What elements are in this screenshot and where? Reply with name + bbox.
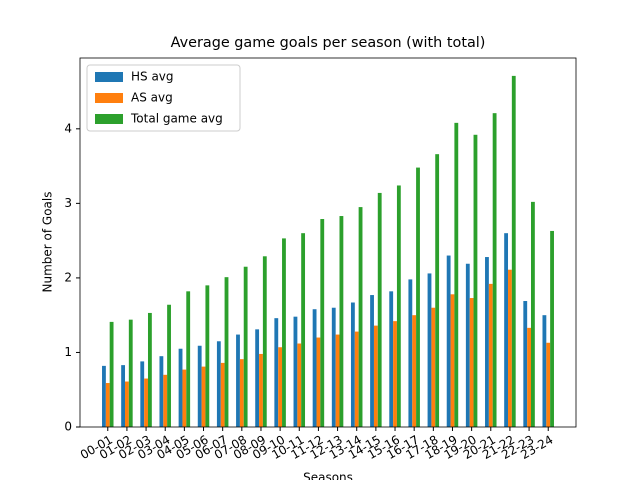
- bar: [331, 307, 336, 427]
- bar: [542, 315, 547, 427]
- bar: [147, 312, 152, 427]
- x-axis-label: Seasons: [303, 471, 353, 480]
- bar: [259, 353, 263, 427]
- bar: [297, 343, 302, 427]
- bar: [105, 383, 110, 427]
- bar: [530, 201, 535, 427]
- bar: [488, 283, 493, 427]
- bar: [485, 257, 489, 427]
- bar: [312, 309, 317, 427]
- bar: [243, 266, 248, 427]
- legend-label: Total game avg: [130, 112, 223, 126]
- legend-swatch: [95, 114, 123, 124]
- bar: [293, 316, 298, 427]
- bar: [377, 192, 382, 427]
- bar: [182, 369, 187, 427]
- bar: [412, 315, 417, 427]
- bar: [140, 361, 145, 427]
- bar: [128, 319, 133, 427]
- bar: [492, 113, 497, 427]
- bar: [465, 263, 470, 427]
- bar: [301, 233, 306, 427]
- y-axis-label: Number of Goals: [41, 192, 55, 293]
- y-tick-label: 1: [64, 345, 72, 359]
- bar: [197, 345, 202, 427]
- bar: [427, 273, 432, 427]
- bar: [144, 378, 148, 427]
- bar: [121, 365, 126, 427]
- bar: [550, 230, 554, 427]
- bar: [373, 325, 378, 427]
- y-tick-label: 0: [64, 420, 72, 434]
- plot-frame: [79, 57, 577, 428]
- bar: [178, 348, 183, 427]
- bar: [389, 291, 394, 427]
- bar: [511, 75, 516, 428]
- bar: [262, 256, 267, 427]
- bar: [370, 295, 374, 427]
- bar: [109, 321, 114, 427]
- bar: [102, 365, 106, 427]
- bar: [282, 238, 286, 427]
- bar: [278, 347, 283, 427]
- bar: [167, 304, 171, 427]
- bar: [396, 185, 401, 427]
- bar: [527, 327, 531, 427]
- bar: [216, 341, 221, 427]
- bar: [220, 362, 225, 427]
- bar: [236, 334, 240, 427]
- bar: [335, 334, 340, 427]
- legend-label: HS avg: [131, 70, 174, 84]
- bar: [205, 285, 210, 427]
- bar: [523, 301, 528, 427]
- bar: [416, 167, 420, 427]
- bar: [358, 207, 363, 427]
- bar: [504, 233, 509, 427]
- y-tick-label: 4: [64, 121, 72, 135]
- bar: [159, 356, 164, 427]
- bar: [339, 216, 344, 427]
- bar: [454, 122, 459, 427]
- bar: [186, 291, 191, 427]
- bar: [320, 219, 325, 427]
- bar: [435, 154, 440, 427]
- bar: [201, 366, 206, 427]
- legend-box: [86, 64, 241, 132]
- legend-swatch: [95, 72, 123, 82]
- bar: [224, 277, 229, 427]
- bar: [163, 374, 168, 427]
- bar: [431, 307, 436, 427]
- bar: [239, 359, 244, 427]
- bar: [393, 321, 397, 427]
- y-tick-label: 3: [64, 196, 72, 210]
- bar: [255, 329, 260, 427]
- bar: [508, 269, 512, 427]
- bar: [469, 298, 474, 427]
- bar: [316, 337, 321, 427]
- bar: [354, 331, 359, 427]
- bar: [473, 134, 478, 428]
- legend-label: AS avg: [131, 91, 173, 105]
- bar: [350, 302, 355, 427]
- bar: [125, 381, 129, 427]
- chart-title: Average game goals per season (with tota…: [171, 35, 486, 51]
- bar: [408, 279, 413, 427]
- bar: [546, 342, 551, 427]
- y-tick-label: 2: [64, 270, 72, 284]
- bar: [446, 255, 451, 427]
- bar: [274, 318, 279, 427]
- legend-swatch: [95, 93, 123, 103]
- bar: [450, 294, 455, 427]
